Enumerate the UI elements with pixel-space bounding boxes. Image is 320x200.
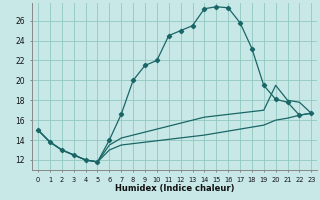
X-axis label: Humidex (Indice chaleur): Humidex (Indice chaleur) bbox=[115, 184, 235, 193]
